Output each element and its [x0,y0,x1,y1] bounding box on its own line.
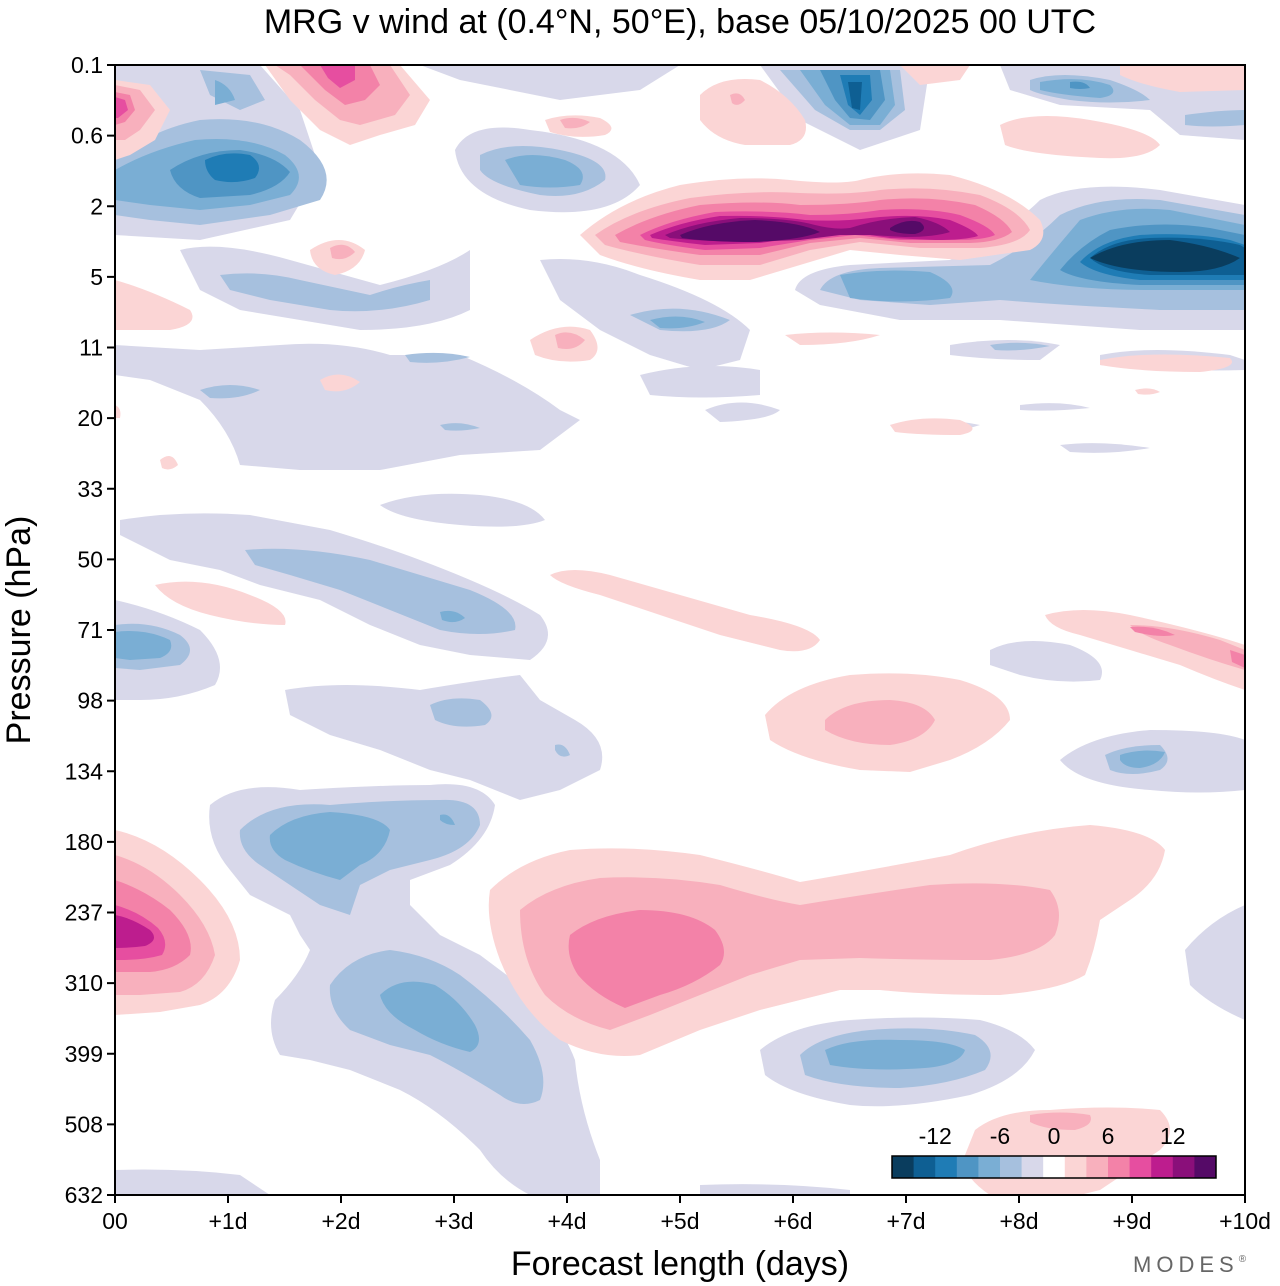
x-tick-label: +5d [660,1208,699,1234]
colorbar-swatch [1000,1156,1023,1178]
y-tick-label: 0.6 [71,123,103,149]
contour-darkest-purple-regions [680,220,924,242]
y-tick-label: 0.1 [71,52,103,78]
colorbar-swatch [1108,1156,1131,1178]
colorbar-swatch [1021,1156,1044,1178]
x-tick-label: +9d [1112,1208,1151,1234]
x-axis-label: Forecast length (days) [511,1245,849,1283]
colorbar-swatch [978,1156,1001,1178]
chart-title: MRG v wind at (0.4°N, 50°E), base 05/10/… [264,3,1096,41]
colorbar-swatch [935,1156,958,1178]
y-tick-label: 180 [65,829,103,855]
colorbar-swatch [956,1156,979,1178]
x-tick-label: +8d [999,1208,1038,1234]
y-tick-label: 5 [90,264,103,290]
colorbar-frame [891,1155,1217,1179]
x-tick-label: +4d [547,1208,586,1234]
y-tick-label: 399 [65,1041,103,1067]
colorbar-swatch [1129,1156,1152,1178]
x-tick-label: +3d [434,1208,473,1234]
y-tick-label: 310 [65,970,103,996]
y-tick-label: 508 [65,1111,103,1137]
colorbar-swatch [913,1156,936,1178]
x-tick-label: +6d [773,1208,812,1234]
y-axis: 0.1 0.6 2 5 11 20 33 50 71 98 134 180 237 310 399 508 63… [65,52,115,1208]
colorbar-label: -12 [919,1123,952,1149]
y-tick-label: 20 [77,405,103,431]
y-tick-label: 632 [65,1182,103,1208]
y-tick-label: 33 [77,476,103,502]
x-tick-label: +1d [208,1208,247,1234]
x-axis: 00 +1d +2d +3d +4d +5d +6d +7d +8d +9d +10d [102,1195,1271,1234]
colorbar-swatch [1172,1156,1195,1178]
colorbar-label: -6 [990,1123,1010,1149]
colorbar-swatch [1064,1156,1087,1178]
colorbar-label: 12 [1160,1123,1186,1149]
colorbar-label: 0 [1048,1123,1061,1149]
y-tick-label: 98 [77,688,103,714]
y-tick-label: 134 [65,758,104,784]
x-tick-label: +10d [1219,1208,1271,1234]
x-tick-label: +2d [321,1208,360,1234]
colorbar-swatch [1043,1156,1066,1178]
y-tick-label: 71 [77,617,103,643]
y-tick-label: 2 [90,193,103,219]
x-tick-label: +7d [886,1208,925,1234]
contour-darkest-blue-regions [1090,240,1240,272]
y-tick-label: 237 [65,900,103,926]
brand-logo: MODES® [1133,1252,1247,1277]
colorbar-swatch [1086,1156,1109,1178]
y-tick-label: 11 [79,335,103,361]
colorbar: -12 -6 0 6 12 [891,1123,1217,1179]
colorbar-label: 6 [1102,1123,1115,1149]
colorbar-swatch [1151,1156,1174,1178]
colorbar-swatch [1194,1156,1217,1178]
contour-field [115,65,1245,1195]
x-tick-label: 00 [102,1208,128,1234]
plot-area [115,65,1245,1195]
y-axis-label: Pressure (hPa) [0,516,38,745]
colorbar-swatch [892,1156,915,1178]
y-tick-label: 50 [77,546,103,572]
